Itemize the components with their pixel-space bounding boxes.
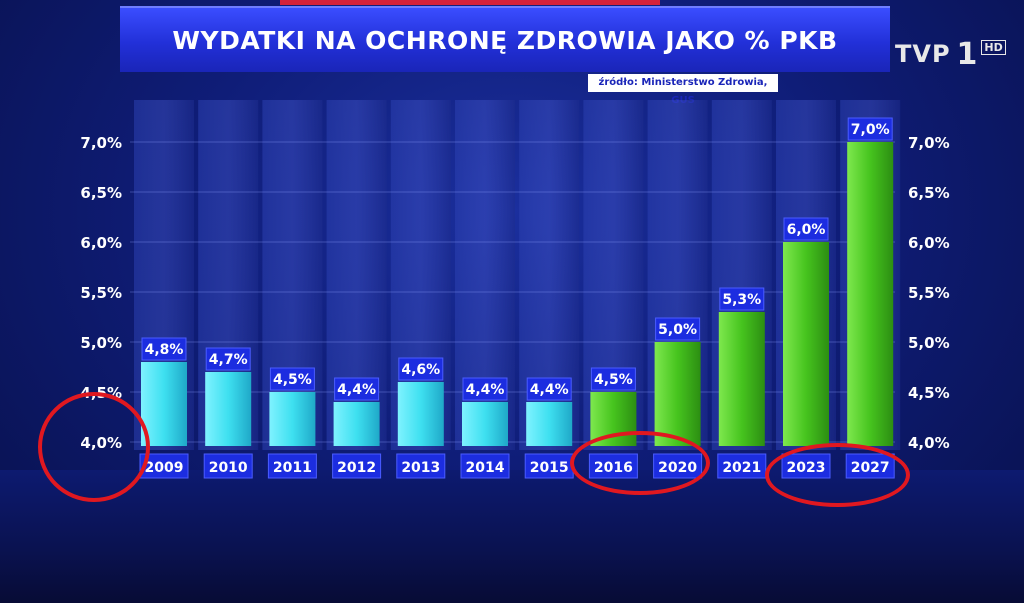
x-tick-box: [396, 453, 446, 479]
bar: [141, 362, 187, 446]
value-label-box: [269, 367, 315, 391]
bar: [205, 372, 252, 446]
x-tick-box: [460, 453, 510, 479]
x-tick-box: [203, 453, 253, 479]
value-label-box: [205, 347, 251, 371]
value-label-box: [783, 217, 829, 241]
glass-column: [583, 100, 644, 450]
value-label-box: [526, 377, 572, 401]
value-label: 4,5%: [594, 372, 633, 388]
x-tick-label: 2013: [401, 460, 440, 476]
y-tick-label-right: 6,0%: [908, 234, 950, 252]
y-tick-label-left: 6,5%: [80, 184, 122, 202]
value-label-box: [398, 357, 444, 381]
y-tick-label-left: 5,0%: [80, 334, 122, 352]
y-tick-label-left: 5,5%: [80, 284, 122, 302]
y-tick-label-left: 7,0%: [80, 134, 122, 152]
x-tick-label: 2010: [209, 460, 248, 476]
x-tick-label: 2014: [466, 460, 505, 476]
value-label: 4,4%: [337, 382, 376, 398]
value-label-box: [719, 287, 765, 311]
y-tick-label-right: 7,0%: [908, 134, 950, 152]
bar: [333, 402, 380, 446]
x-tick-label: 2009: [145, 460, 184, 476]
x-tick-box: [267, 453, 317, 479]
y-tick-label-right: 5,0%: [908, 334, 950, 352]
value-label: 4,4%: [466, 382, 505, 398]
value-label: 4,5%: [273, 372, 312, 388]
y-tick-label-right: 5,5%: [908, 284, 950, 302]
value-label: 6,0%: [787, 222, 826, 238]
x-tick-box: [524, 453, 574, 479]
value-label-box: [847, 117, 893, 141]
value-label-box: [141, 337, 187, 361]
bars: [141, 142, 894, 446]
value-label: 4,6%: [401, 362, 440, 378]
bar: [783, 242, 829, 446]
y-tick-label-right: 6,5%: [908, 184, 950, 202]
bar: [269, 392, 316, 446]
y-tick-label-left: 6,0%: [80, 234, 122, 252]
logo-hd: HD: [981, 40, 1006, 55]
gridlines: [130, 141, 895, 443]
bar: [847, 142, 894, 446]
y-tick-label-right: 4,0%: [908, 434, 950, 452]
bar: [462, 402, 508, 446]
x-tick-label: 2021: [722, 460, 761, 476]
bar: [654, 342, 701, 446]
chart-title: WYDATKI NA OCHRONĘ ZDROWIA JAKO % PKB: [172, 25, 838, 55]
bar: [397, 382, 444, 446]
x-tick-label: 2012: [337, 460, 376, 476]
highlight-circle-y-axis: [38, 392, 150, 502]
bar: [526, 402, 573, 446]
x-tick-label: 2015: [530, 460, 569, 476]
bar: [718, 312, 765, 446]
glass-column: [262, 100, 323, 450]
y-tick-label-right: 4,5%: [908, 384, 950, 402]
top-accent-stripe: [280, 0, 660, 5]
tvp1-hd-logo: TVP 1 HD: [895, 36, 1015, 72]
x-tick-label: 2011: [273, 460, 312, 476]
value-label: 5,3%: [722, 292, 761, 308]
value-label: 5,0%: [658, 322, 697, 338]
highlight-circle-2023-2027: [765, 443, 910, 507]
value-label-box: [462, 377, 508, 401]
y-axis-right: 4,0% 4,5% 5,0% 5,5% 6,0% 6,5% 7,0%: [908, 134, 950, 452]
value-label-box: [655, 317, 701, 341]
x-tick-box: [332, 453, 382, 479]
value-label: 7,0%: [851, 122, 890, 138]
x-tick-box: [717, 453, 767, 479]
value-label-box: [334, 377, 380, 401]
value-label: 4,7%: [209, 352, 248, 368]
value-label-box: [590, 367, 636, 391]
logo-channel: 1: [956, 36, 978, 72]
value-label: 4,8%: [145, 342, 184, 358]
value-labels: 4,8% 4,7% 4,5% 4,4% 4,6% 4,4% 4,4% 4,5% 5,0% 5,3%…: [141, 117, 893, 401]
title-banner: WYDATKI NA OCHRONĘ ZDROWIA JAKO % PKB: [120, 6, 890, 72]
value-label: 4,4%: [530, 382, 569, 398]
highlight-circle-2016-2020: [570, 431, 710, 495]
logo-brand: TVP: [895, 40, 951, 68]
